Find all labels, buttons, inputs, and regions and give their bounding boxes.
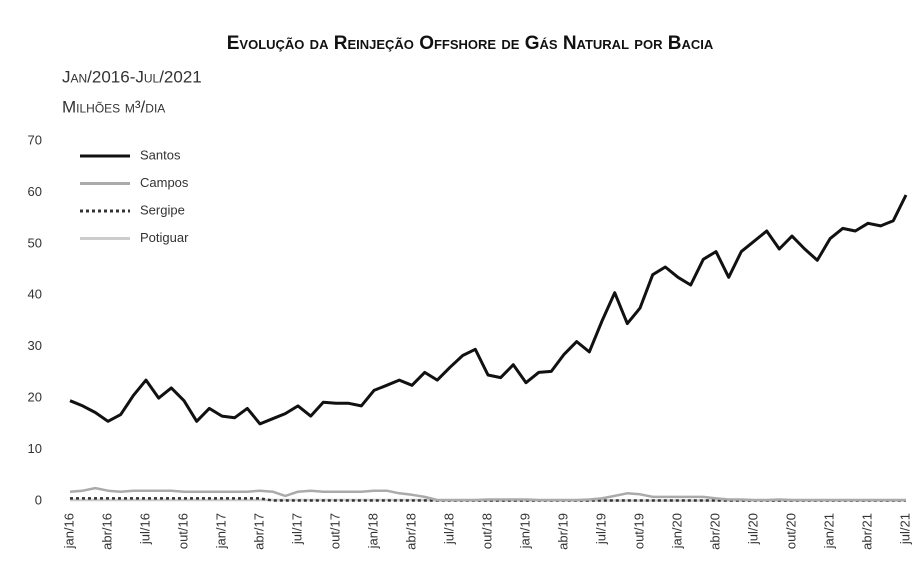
y-tick-label: 30: [28, 338, 42, 353]
x-tick-label: jan/18: [365, 513, 380, 549]
x-tick-label: jul/16: [137, 513, 152, 545]
x-tick-label: abr/19: [555, 513, 570, 550]
x-tick-label: abr/16: [99, 513, 114, 550]
x-tick-label: abr/21: [859, 513, 874, 550]
x-tick-label: out/18: [479, 513, 494, 549]
legend-label: Sergipe: [140, 202, 185, 217]
x-tick-label: jan/19: [517, 513, 532, 549]
chart-title: Evolução da Reinjeção Offshore de Gás Na…: [227, 33, 714, 54]
x-tick-label: jan/20: [669, 513, 684, 549]
x-tick-label: out/19: [631, 513, 646, 549]
y-tick-label: 10: [28, 441, 42, 456]
x-tick-label: jul/21: [897, 513, 912, 545]
x-tick-label: jul/19: [593, 513, 608, 545]
y-tick-label: 60: [28, 184, 42, 199]
y-axis-label: Milhões m³/dia: [62, 97, 165, 116]
series-line: [69, 194, 908, 426]
x-tick-label: out/17: [327, 513, 342, 549]
y-tick-label: 20: [28, 390, 42, 405]
x-tick-label: out/16: [175, 513, 190, 549]
x-tick-label: out/20: [783, 513, 798, 549]
legend-label: Potiguar: [140, 230, 189, 245]
x-tick-label: jan/16: [61, 513, 76, 549]
x-tick-label: jul/18: [441, 513, 456, 545]
x-tick-label: abr/17: [251, 513, 266, 550]
y-tick-label: 70: [28, 132, 42, 147]
x-tick-label: jan/21: [821, 513, 836, 549]
legend-label: Campos: [140, 175, 189, 190]
chart-subtitle: Jan/2016-Jul/2021: [62, 67, 202, 86]
legend-label: Santos: [140, 147, 181, 162]
series-line: [69, 486, 906, 502]
y-tick-label: 0: [35, 492, 42, 507]
x-tick-label: jul/20: [745, 513, 760, 545]
x-tick-label: abr/18: [403, 513, 418, 550]
x-tick-label: jan/17: [213, 513, 228, 549]
y-tick-label: 40: [28, 287, 42, 302]
y-tick-label: 50: [28, 235, 42, 250]
x-tick-label: abr/20: [707, 513, 722, 550]
x-tick-label: jul/17: [289, 513, 304, 545]
